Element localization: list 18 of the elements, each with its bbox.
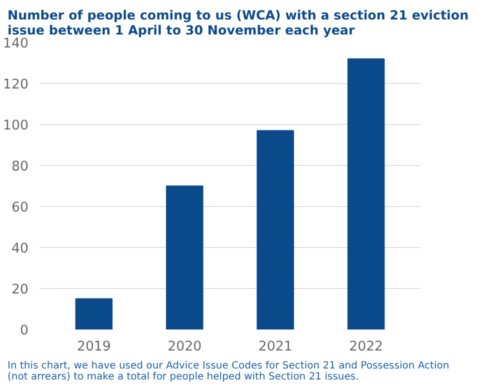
y-tick-label: 0 [20, 324, 29, 338]
y-tick-label: 20 [12, 282, 29, 298]
bar [256, 130, 294, 330]
x-tick-label: 2021 [258, 340, 292, 354]
y-tick-label: 140 [3, 36, 29, 52]
x-tick-label: 2022 [349, 340, 384, 354]
y-tick-label: 100 [3, 118, 29, 134]
y-tick-label: 120 [3, 78, 29, 92]
text: In this chart, we have used our Advice Issue Codes for Section 21 and Possession Action (not arrears) to make a total for people helped with Section 21 issues. [8, 360, 450, 382]
x-tick-label: 2020 [168, 340, 202, 354]
y-tick-label: 80 [12, 160, 29, 174]
bar [347, 58, 385, 330]
x-tick-label: 2019 [76, 340, 111, 354]
chart-title: Number of people coming to us (WCA) with a section 21 eviction issue between 1 April to 30 November each year [8, 8, 469, 38]
bar [75, 298, 113, 330]
y-tick-label: 60 [12, 200, 29, 216]
y-tick-label: 40 [12, 242, 29, 256]
bar [166, 186, 204, 330]
